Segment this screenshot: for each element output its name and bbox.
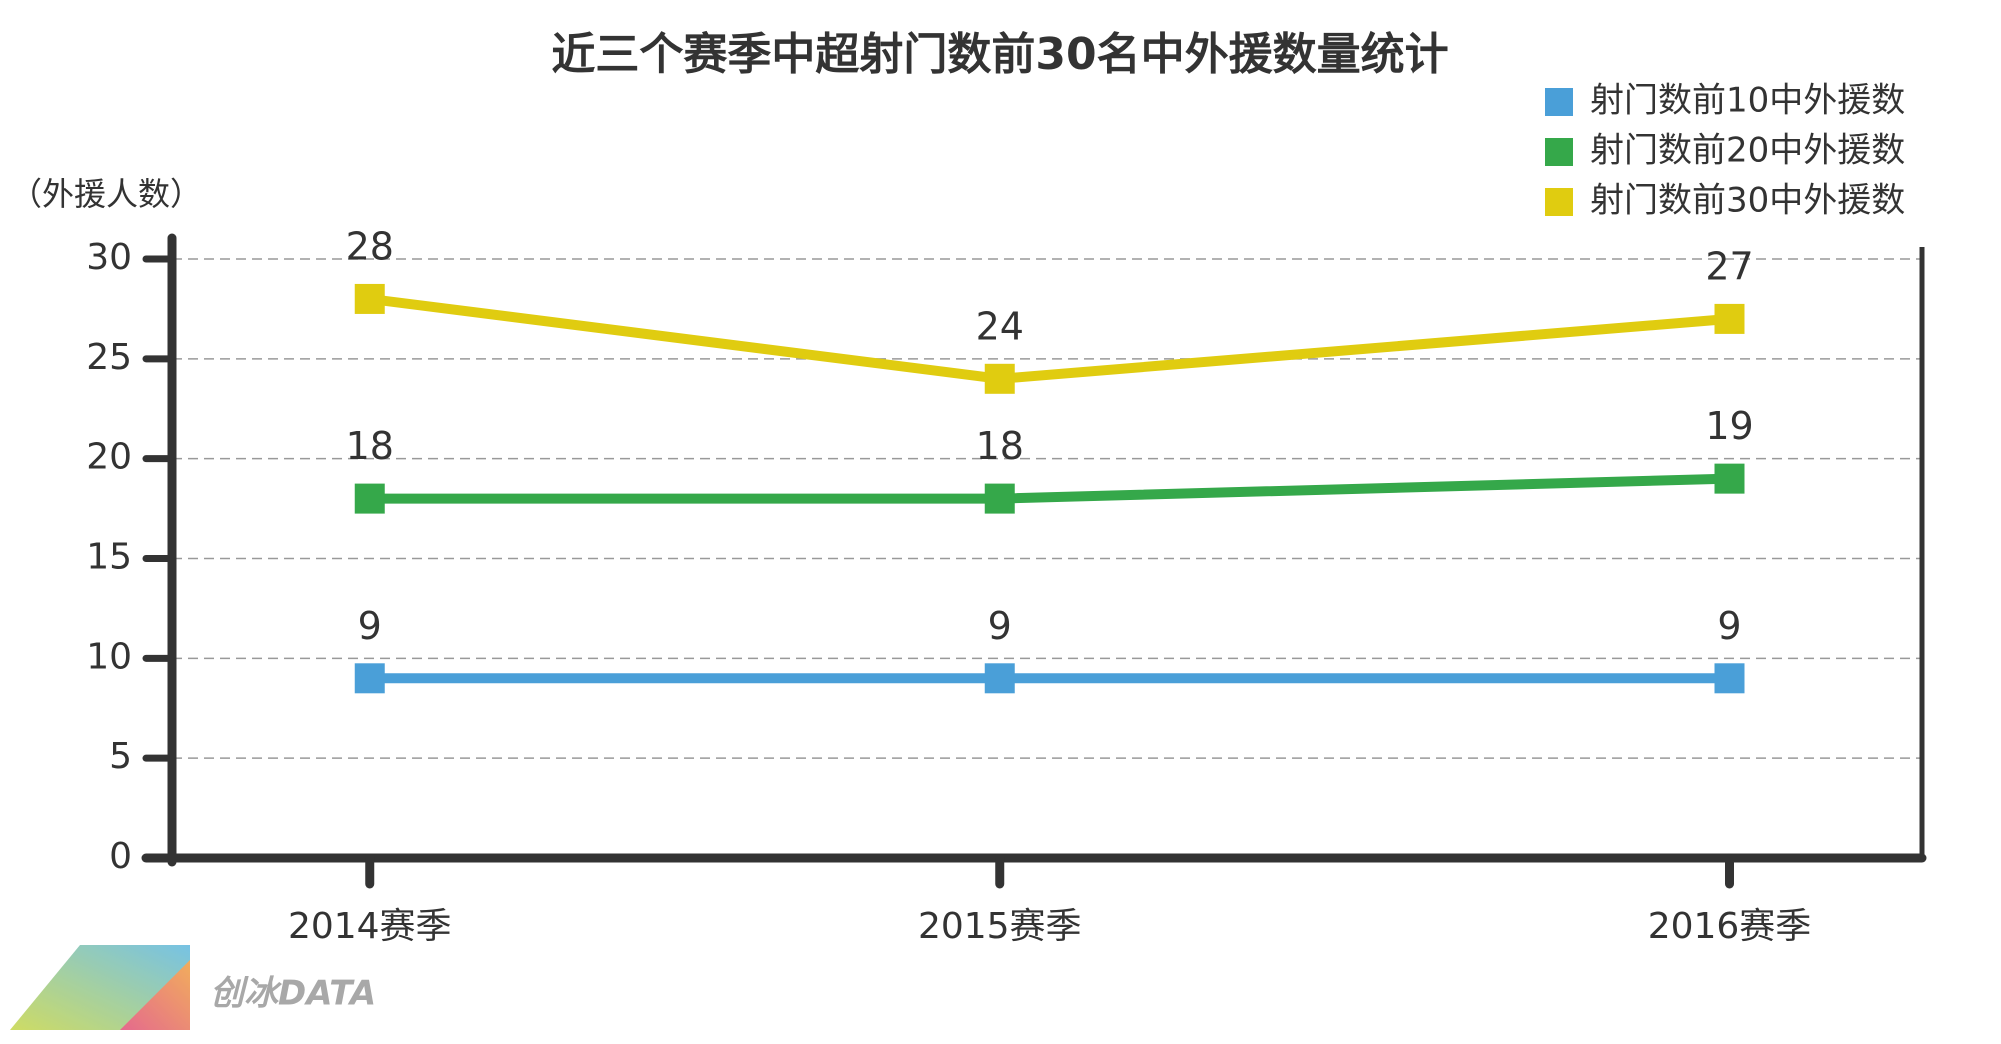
data-label: 27 [1705,244,1753,288]
data-label: 24 [976,304,1024,348]
data-label: 9 [1717,604,1741,648]
y-tick-label: 20 [86,437,132,478]
x-tick-label: 2014赛季 [288,906,452,947]
point-marker [984,363,1015,394]
legend-label: 射门数前10中外援数 [1590,81,1905,121]
y-tick-label: 30 [86,237,132,278]
point-marker [354,283,385,314]
data-label: 9 [358,604,382,648]
legend-swatch [1545,188,1573,216]
y-axis-label: （外援人数） [10,175,202,213]
y-tick-label: 25 [86,337,132,378]
legend-label: 射门数前30中外援数 [1590,181,1905,221]
legend-swatch [1545,138,1573,166]
chart-title: 近三个赛季中超射门数前30名中外援数量统计 [551,29,1448,80]
data-label: 28 [346,224,394,268]
watermark-text: 创冰DATA [210,974,376,1014]
data-label: 19 [1705,404,1753,448]
y-tick-label: 15 [86,537,132,578]
data-label: 9 [988,604,1012,648]
x-tick-label: 2016赛季 [1648,906,1812,947]
plot: 0 5 10 15 20 25 30 2014赛季 2015赛季 2016赛季 9 9 9 18 18 19 2… [86,81,1927,947]
point-marker [354,663,385,694]
y-tick-label: 5 [109,736,132,777]
x-tick-label: 2015赛季 [918,906,1082,947]
data-label: 18 [346,424,394,468]
y-tick-label: 10 [86,636,132,677]
point-marker [354,483,385,514]
point-marker [1714,303,1745,334]
watermark: 创冰DATA [10,945,376,1030]
point-marker [984,663,1015,694]
point-marker [984,483,1015,514]
legend-label: 射门数前20中外援数 [1590,131,1905,171]
point-marker [1714,463,1745,494]
data-label: 18 [976,424,1024,468]
legend-swatch [1545,88,1573,116]
y-tick-label: 0 [109,836,132,877]
point-marker [1714,663,1745,694]
watermark-shape [120,960,190,1030]
